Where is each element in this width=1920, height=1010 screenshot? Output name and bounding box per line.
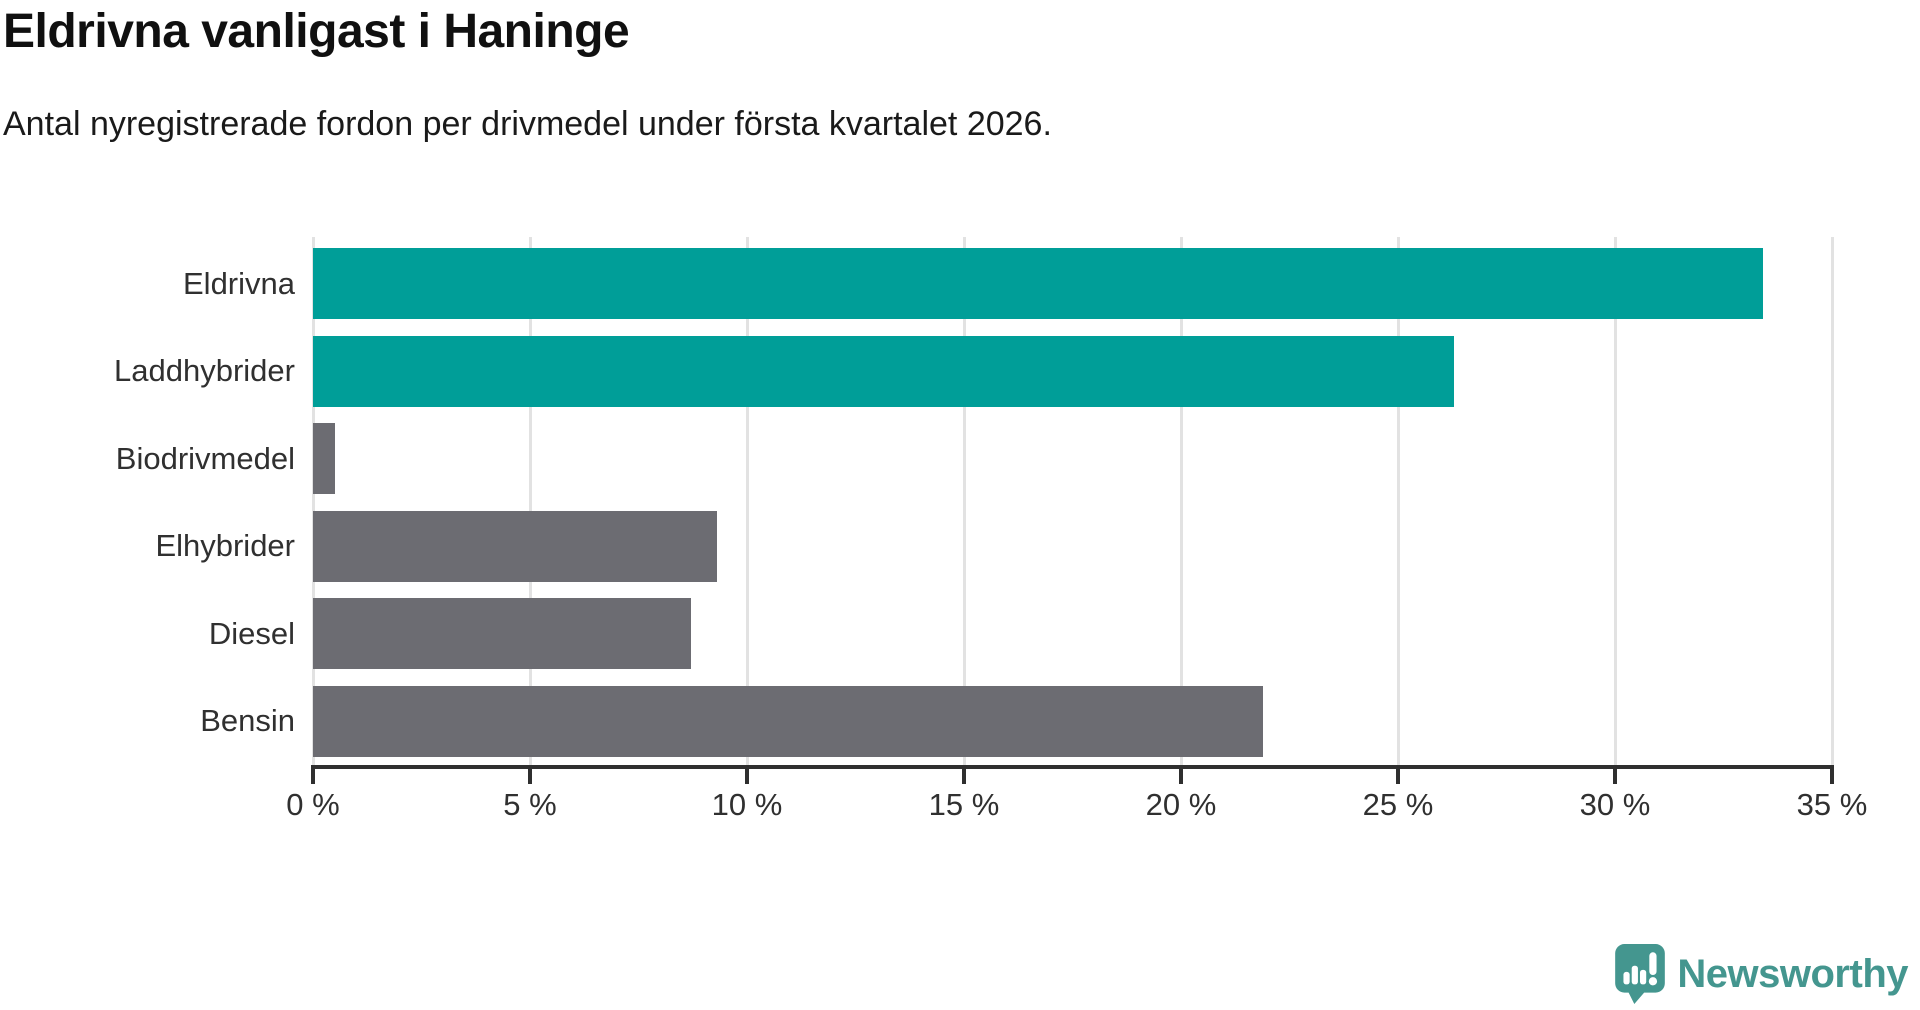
- axis-tick-label: 35 %: [1796, 787, 1868, 822]
- category-label: Bensin: [200, 703, 295, 738]
- x-axis: 0 % 5 % 10 % 15 % 20 % 25 % 30 % 35 %: [286, 765, 1867, 825]
- axis-tick-label: 30 %: [1579, 787, 1651, 822]
- gridline: [745, 237, 749, 765]
- plot-area: [311, 237, 1834, 765]
- bar-laddhybrider: [313, 335, 1455, 407]
- axis-tick-label: 25 %: [1362, 787, 1434, 822]
- axis-tick-mark: [311, 769, 315, 784]
- axis-tick-mark: [1613, 769, 1617, 784]
- gridline: [528, 237, 532, 765]
- category-label: Elhybrider: [155, 528, 295, 563]
- axis-tick-mark: [1396, 769, 1400, 784]
- axis-tick-label: 5 %: [503, 787, 557, 822]
- newsworthy-logo-icon: [1615, 944, 1666, 1004]
- bar-eldrivna: [313, 248, 1763, 319]
- gridline: [1613, 237, 1617, 765]
- category-label: Diesel: [208, 615, 295, 651]
- bar-diesel: [313, 598, 691, 669]
- gridline: [311, 237, 315, 765]
- axis-tick-mark: [1179, 769, 1183, 784]
- axis-tick-mark: [745, 769, 749, 784]
- gridline: [1830, 237, 1834, 765]
- bar-biodrivmedel: [313, 423, 335, 494]
- axis-tick-label: 0 %: [286, 787, 340, 822]
- axis-tick-label: 10 %: [711, 787, 783, 822]
- category-label: Eldrivna: [183, 265, 295, 301]
- brand-logo: Newsworthy: [1615, 944, 1908, 1004]
- axis-tick-mark: [528, 769, 532, 784]
- category-labels: Eldrivna Laddhybrider Biodrivmedel Elhybrid…: [0, 237, 296, 765]
- page-subtitle: Antal nyregistrerade fordon per drivmede…: [3, 105, 1052, 143]
- gridline: [1179, 237, 1183, 765]
- axis-tick-label: 15 %: [928, 787, 1000, 822]
- axis-tick-label: 20 %: [1145, 787, 1217, 822]
- page-title: Eldrivna vanligast i Haninge: [3, 5, 630, 58]
- bar-bensin: [313, 685, 1264, 757]
- category-label: Biodrivmedel: [115, 440, 295, 476]
- gridline: [962, 237, 966, 765]
- axis-tick-mark: [1830, 769, 1834, 784]
- axis-tick-mark: [962, 769, 966, 784]
- x-axis-line: [311, 765, 1834, 769]
- category-label: Laddhybrider: [114, 353, 295, 388]
- brand-name: Newsworthy: [1677, 951, 1908, 996]
- gridline: [1396, 237, 1400, 765]
- bar-elhybrider: [313, 510, 717, 582]
